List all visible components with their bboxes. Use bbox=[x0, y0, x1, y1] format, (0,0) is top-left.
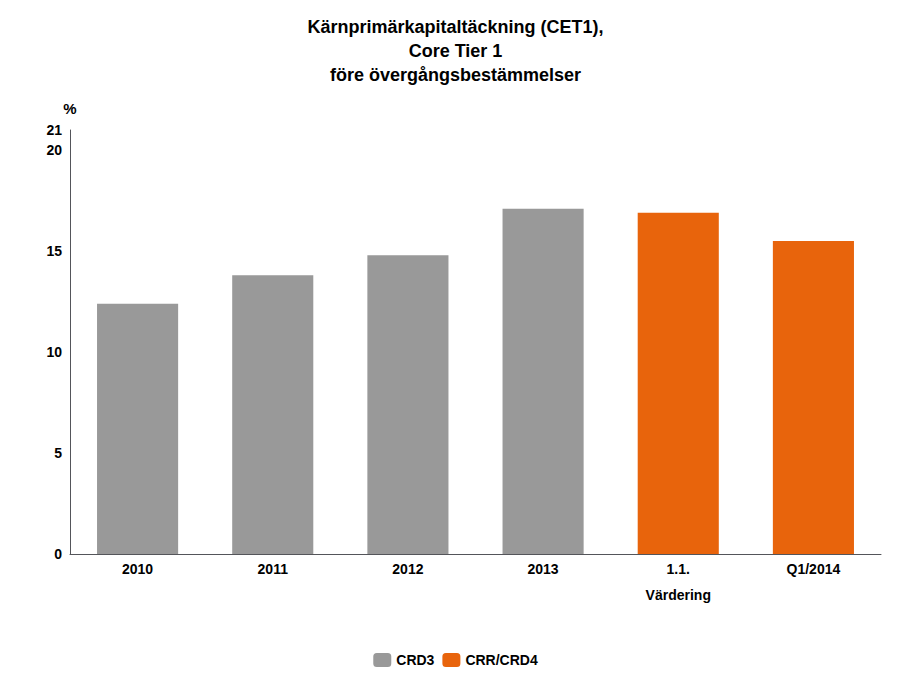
svg-text:20: 20 bbox=[46, 142, 62, 158]
svg-text:Värdering: Värdering bbox=[646, 587, 711, 603]
svg-text:1.1.: 1.1. bbox=[667, 561, 690, 577]
svg-text:Kärnprimärkapitaltäckning (CET: Kärnprimärkapitaltäckning (CET1), bbox=[307, 17, 603, 37]
svg-text:0: 0 bbox=[54, 546, 62, 562]
svg-text:före övergångsbestämmelser: före övergångsbestämmelser bbox=[330, 65, 581, 85]
svg-text:Q1/2014: Q1/2014 bbox=[787, 561, 841, 577]
svg-text:2012: 2012 bbox=[392, 561, 423, 577]
svg-text:10: 10 bbox=[46, 344, 62, 360]
svg-text:2013: 2013 bbox=[528, 561, 559, 577]
svg-text:Core Tier 1: Core Tier 1 bbox=[409, 41, 503, 61]
svg-text:21: 21 bbox=[46, 122, 62, 138]
svg-text:15: 15 bbox=[46, 243, 62, 259]
svg-text:%: % bbox=[63, 100, 76, 117]
svg-text:CRD3: CRD3 bbox=[396, 652, 434, 668]
svg-text:2010: 2010 bbox=[122, 561, 153, 577]
svg-text:5: 5 bbox=[54, 445, 62, 461]
svg-text:2011: 2011 bbox=[258, 561, 289, 577]
svg-text:CRR/CRD4: CRR/CRD4 bbox=[465, 652, 538, 668]
